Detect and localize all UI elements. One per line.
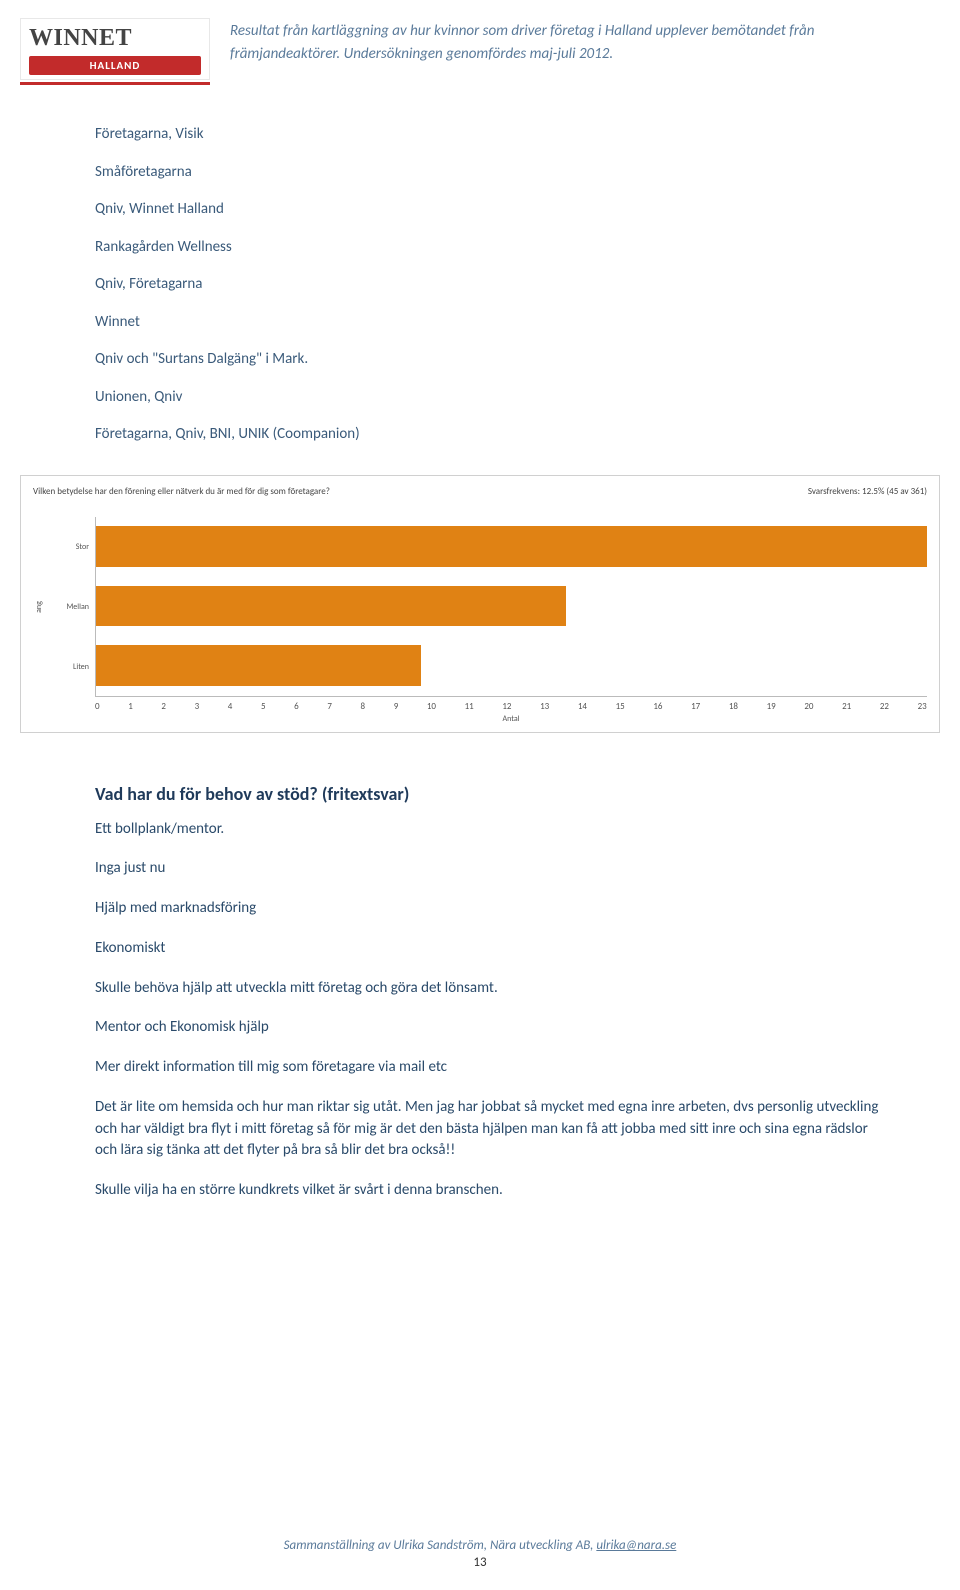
chart-title: Vilken betydelse har den förening eller … [33, 486, 330, 497]
org-item: Winnet [95, 313, 880, 333]
x-tick-label: 17 [691, 701, 700, 712]
page-footer: Sammanställning av Ulrika Sandström, När… [0, 1538, 960, 1570]
x-tick-label: 3 [195, 701, 200, 712]
y-axis-labels: StorMellanLiten [45, 517, 95, 697]
responses-list: Ett bollplank/mentor. Inga just nu Hjälp… [95, 819, 880, 1202]
response-item: Skulle vilja ha en större kundkrets vilk… [95, 1180, 880, 1202]
x-tick-label: 1 [128, 701, 133, 712]
x-tick-label: 10 [427, 701, 436, 712]
page-number: 13 [0, 1555, 960, 1570]
logo-underline [20, 82, 210, 85]
response-item: Ekonomiskt [95, 938, 880, 960]
logo-text: WINNET [29, 25, 201, 52]
chart-bars [95, 517, 927, 697]
bar-row [96, 576, 927, 636]
x-axis-ticks: 01234567891011121314151617181920212223 [95, 701, 927, 712]
importance-chart: Vilken betydelse har den förening eller … [20, 475, 940, 733]
x-tick-label: 12 [502, 701, 511, 712]
section-heading: Vad har du för behov av stöd? (fritextsv… [95, 783, 880, 805]
y-tick-label: Liten [45, 637, 95, 697]
response-item: Mer direkt information till mig som före… [95, 1057, 880, 1079]
x-tick-label: 16 [653, 701, 662, 712]
footer-email: ulrika@nara.se [596, 1538, 676, 1553]
org-item: Qniv, Winnet Halland [95, 200, 880, 220]
x-tick-label: 6 [294, 701, 299, 712]
org-item: Unionen, Qniv [95, 388, 880, 408]
response-item: Det är lite om hemsida och hur man rikta… [95, 1097, 880, 1162]
x-tick-label: 14 [578, 701, 587, 712]
x-tick-label: 20 [804, 701, 813, 712]
footer-text: Sammanställning av Ulrika Sandström, När… [284, 1538, 597, 1553]
x-tick-label: 13 [540, 701, 549, 712]
org-item: Företagarna, Qniv, BNI, UNIK (Coompanion… [95, 425, 880, 445]
org-item: Småföretagarna [95, 163, 880, 183]
bar [96, 526, 927, 567]
bar-row [96, 636, 927, 696]
x-tick-label: 21 [842, 701, 851, 712]
response-item: Skulle behöva hjälp att utveckla mitt fö… [95, 978, 880, 1000]
organization-list: Företagarna, Visik Småföretagarna Qniv, … [95, 125, 880, 445]
response-item: Hjälp med marknadsföring [95, 898, 880, 920]
x-tick-label: 7 [327, 701, 332, 712]
x-tick-label: 9 [394, 701, 399, 712]
logo-banner: HALLAND [29, 56, 201, 75]
x-tick-label: 4 [228, 701, 233, 712]
response-item: Mentor och Ekonomisk hjälp [95, 1017, 880, 1039]
y-tick-label: Mellan [45, 577, 95, 637]
x-tick-label: 0 [95, 701, 100, 712]
x-tick-label: 15 [616, 701, 625, 712]
response-item: Ett bollplank/mentor. [95, 819, 880, 841]
logo: WINNET HALLAND [20, 18, 210, 85]
y-axis-title: ang [33, 517, 45, 697]
y-tick-label: Stor [45, 517, 95, 577]
x-tick-label: 23 [918, 701, 927, 712]
org-item: Qniv och "Surtans Dalgäng" i Mark. [95, 350, 880, 370]
x-tick-label: 11 [465, 701, 474, 712]
x-axis-title: Antal [33, 714, 927, 724]
x-tick-label: 22 [880, 701, 889, 712]
x-tick-label: 18 [729, 701, 738, 712]
x-tick-label: 2 [161, 701, 166, 712]
header-description: Resultat från kartläggning av hur kvinno… [230, 18, 880, 65]
bar [96, 586, 566, 627]
response-item: Inga just nu [95, 858, 880, 880]
x-tick-label: 5 [261, 701, 266, 712]
org-item: Företagarna, Visik [95, 125, 880, 145]
page-header: WINNET HALLAND Resultat från kartläggnin… [0, 0, 960, 95]
org-item: Rankagården Wellness [95, 238, 880, 258]
x-tick-label: 19 [767, 701, 776, 712]
x-tick-label: 8 [361, 701, 366, 712]
bar [96, 645, 421, 686]
bar-row [96, 517, 927, 577]
chart-meta: Svarsfrekvens: 12.5% (45 av 361) [808, 486, 927, 497]
org-item: Qniv, Företagarna [95, 275, 880, 295]
